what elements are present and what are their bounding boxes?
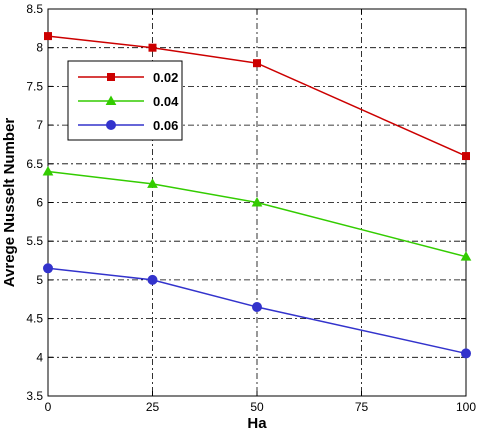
series-line (47, 267, 467, 355)
series-layer (42, 32, 472, 359)
x-axis-title: Ha (247, 415, 267, 432)
y-tick-label: 6 (36, 196, 43, 210)
legend-label: 0.02 (153, 70, 178, 85)
data-point (44, 32, 52, 41)
y-tick-label: 4 (36, 350, 43, 364)
grid (48, 9, 466, 396)
series-line (47, 35, 467, 157)
x-tick-label: 100 (456, 400, 476, 414)
data-point (147, 178, 158, 188)
legend-marker (105, 95, 117, 105)
legend-label: 0.06 (153, 118, 178, 133)
axis-ticks: 0 25 50 75 100 3.5 4 4.5 5 5.5 6 6.5 7 7.5 8 8.5 (26, 2, 476, 414)
data-point (461, 348, 471, 359)
x-tick-label: 50 (250, 400, 264, 414)
y-tick-label: 5.5 (26, 234, 43, 248)
y-tick-label: 7 (36, 118, 43, 132)
legend-marker (107, 73, 115, 81)
y-tick-label: 8 (36, 41, 43, 55)
data-point (252, 301, 262, 312)
data-point (253, 59, 261, 68)
x-tick-label: 25 (146, 400, 160, 414)
series-0.02 (44, 32, 470, 161)
legend-label: 0.04 (153, 94, 179, 109)
x-tick-label: 0 (45, 400, 52, 414)
series-line (47, 170, 467, 258)
y-tick-label: 6.5 (26, 157, 43, 171)
series-0.06 (43, 263, 471, 359)
legend: 0.02 0.04 0.06 (67, 60, 183, 141)
data-point (148, 43, 157, 52)
data-point (251, 196, 263, 207)
legend-marker (106, 120, 116, 130)
data-point (462, 152, 470, 161)
y-tick-label: 3.5 (26, 389, 43, 403)
data-point (42, 166, 54, 176)
data-point (43, 263, 53, 274)
y-tick-label: 7.5 (26, 79, 43, 93)
y-axis-title: Avrege Nusselt Number (1, 118, 18, 288)
series-0.04 (42, 166, 472, 261)
x-tick-label: 75 (355, 400, 369, 414)
y-tick-label: 5 (36, 273, 43, 287)
data-point (460, 251, 472, 261)
y-tick-label: 4.5 (26, 312, 43, 326)
y-tick-label: 8.5 (26, 2, 43, 16)
data-point (147, 274, 158, 285)
